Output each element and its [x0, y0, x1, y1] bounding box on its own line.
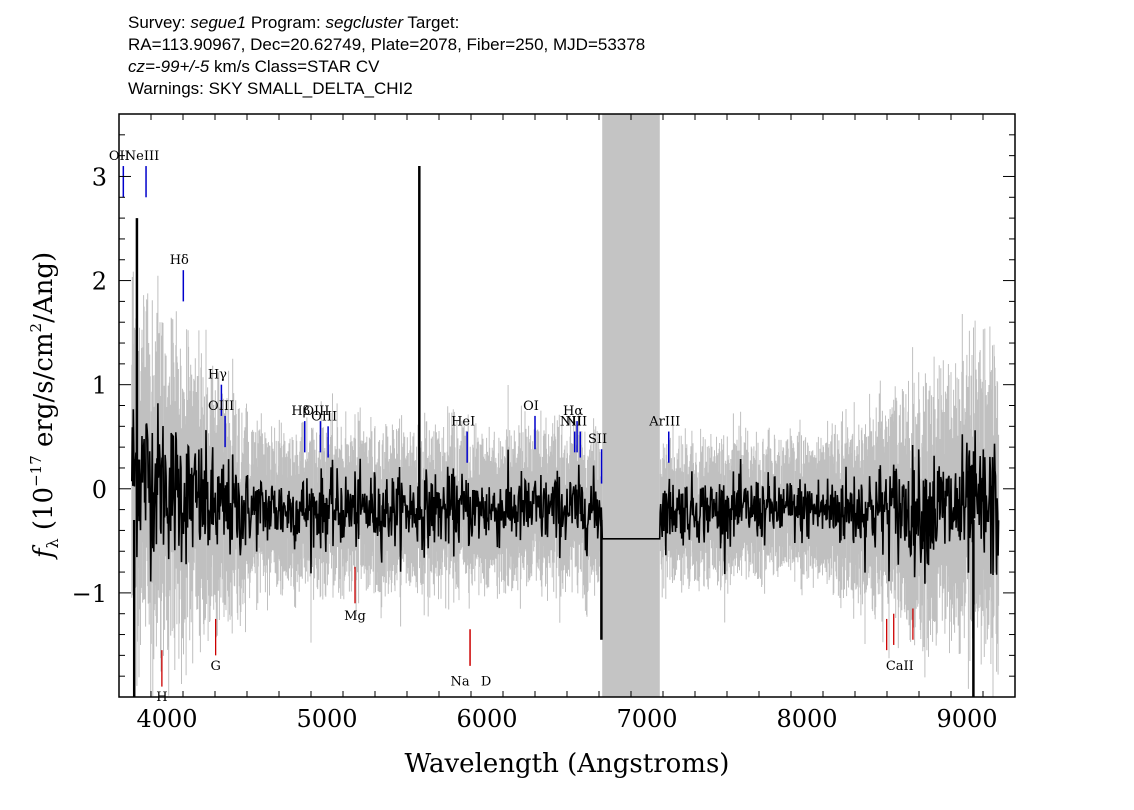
- emission-line-label: Hδ: [170, 253, 189, 268]
- y-tick-label: 0: [92, 476, 107, 504]
- emission-line-label: ArIII: [648, 415, 680, 430]
- emission-line-label: Hα: [563, 404, 583, 419]
- emission-line-label: Hβ: [291, 404, 310, 419]
- emission-line-label: OIII: [311, 409, 337, 424]
- emission-line-label: OIII: [208, 399, 234, 414]
- flux-line: [131, 403, 1000, 584]
- x-tick-label: 9000: [936, 705, 997, 733]
- emission-line-label: NII: [560, 415, 582, 430]
- spectrum-header: Survey: segue1 Program: segcluster Targe…: [128, 12, 645, 100]
- absorption-line-label: D: [481, 674, 491, 689]
- header-line-2: RA=113.90967, Dec=20.62749, Plate=2078, …: [128, 35, 646, 54]
- y-axis-title: fλ (10−17 erg/s/cm2/Ang): [27, 252, 62, 560]
- y-tick-label: 2: [92, 268, 107, 296]
- x-axis-title: Wavelength (Angstroms): [405, 749, 730, 779]
- emission-line-label: Hγ: [208, 368, 227, 383]
- x-tick-label: 5000: [296, 705, 357, 733]
- absorption-line-label: Mg: [344, 609, 366, 624]
- header-line-4: Warnings: SKY SMALL_DELTA_CHI2: [128, 79, 413, 98]
- emission-line-label: OI: [523, 399, 539, 414]
- emission-line-label: NII: [565, 415, 587, 430]
- y-tick-label: −1: [72, 580, 107, 608]
- y-tick-label: 1: [92, 372, 107, 400]
- header-line-1: Survey: segue1 Program: segcluster Targe…: [128, 13, 460, 32]
- emission-line-label: OIII: [303, 404, 329, 419]
- emission-line-label: SII: [588, 432, 607, 447]
- header-line-3: cz=-99+/-5 km/s Class=STAR CV: [128, 57, 380, 76]
- emission-line-label: HeI: [451, 415, 475, 430]
- x-tick-label: 4000: [136, 705, 197, 733]
- x-tick-label: 6000: [456, 705, 517, 733]
- absorption-line-label: CaII: [886, 659, 914, 674]
- emission-line-label: NeIII: [125, 149, 159, 164]
- absorption-line-label: Na: [450, 674, 469, 689]
- x-tick-label: 7000: [616, 705, 677, 733]
- masked-region: [602, 114, 660, 697]
- x-tick-label: 8000: [776, 705, 837, 733]
- y-tick-label: 3: [92, 163, 107, 191]
- absorption-line-label: G: [210, 659, 220, 674]
